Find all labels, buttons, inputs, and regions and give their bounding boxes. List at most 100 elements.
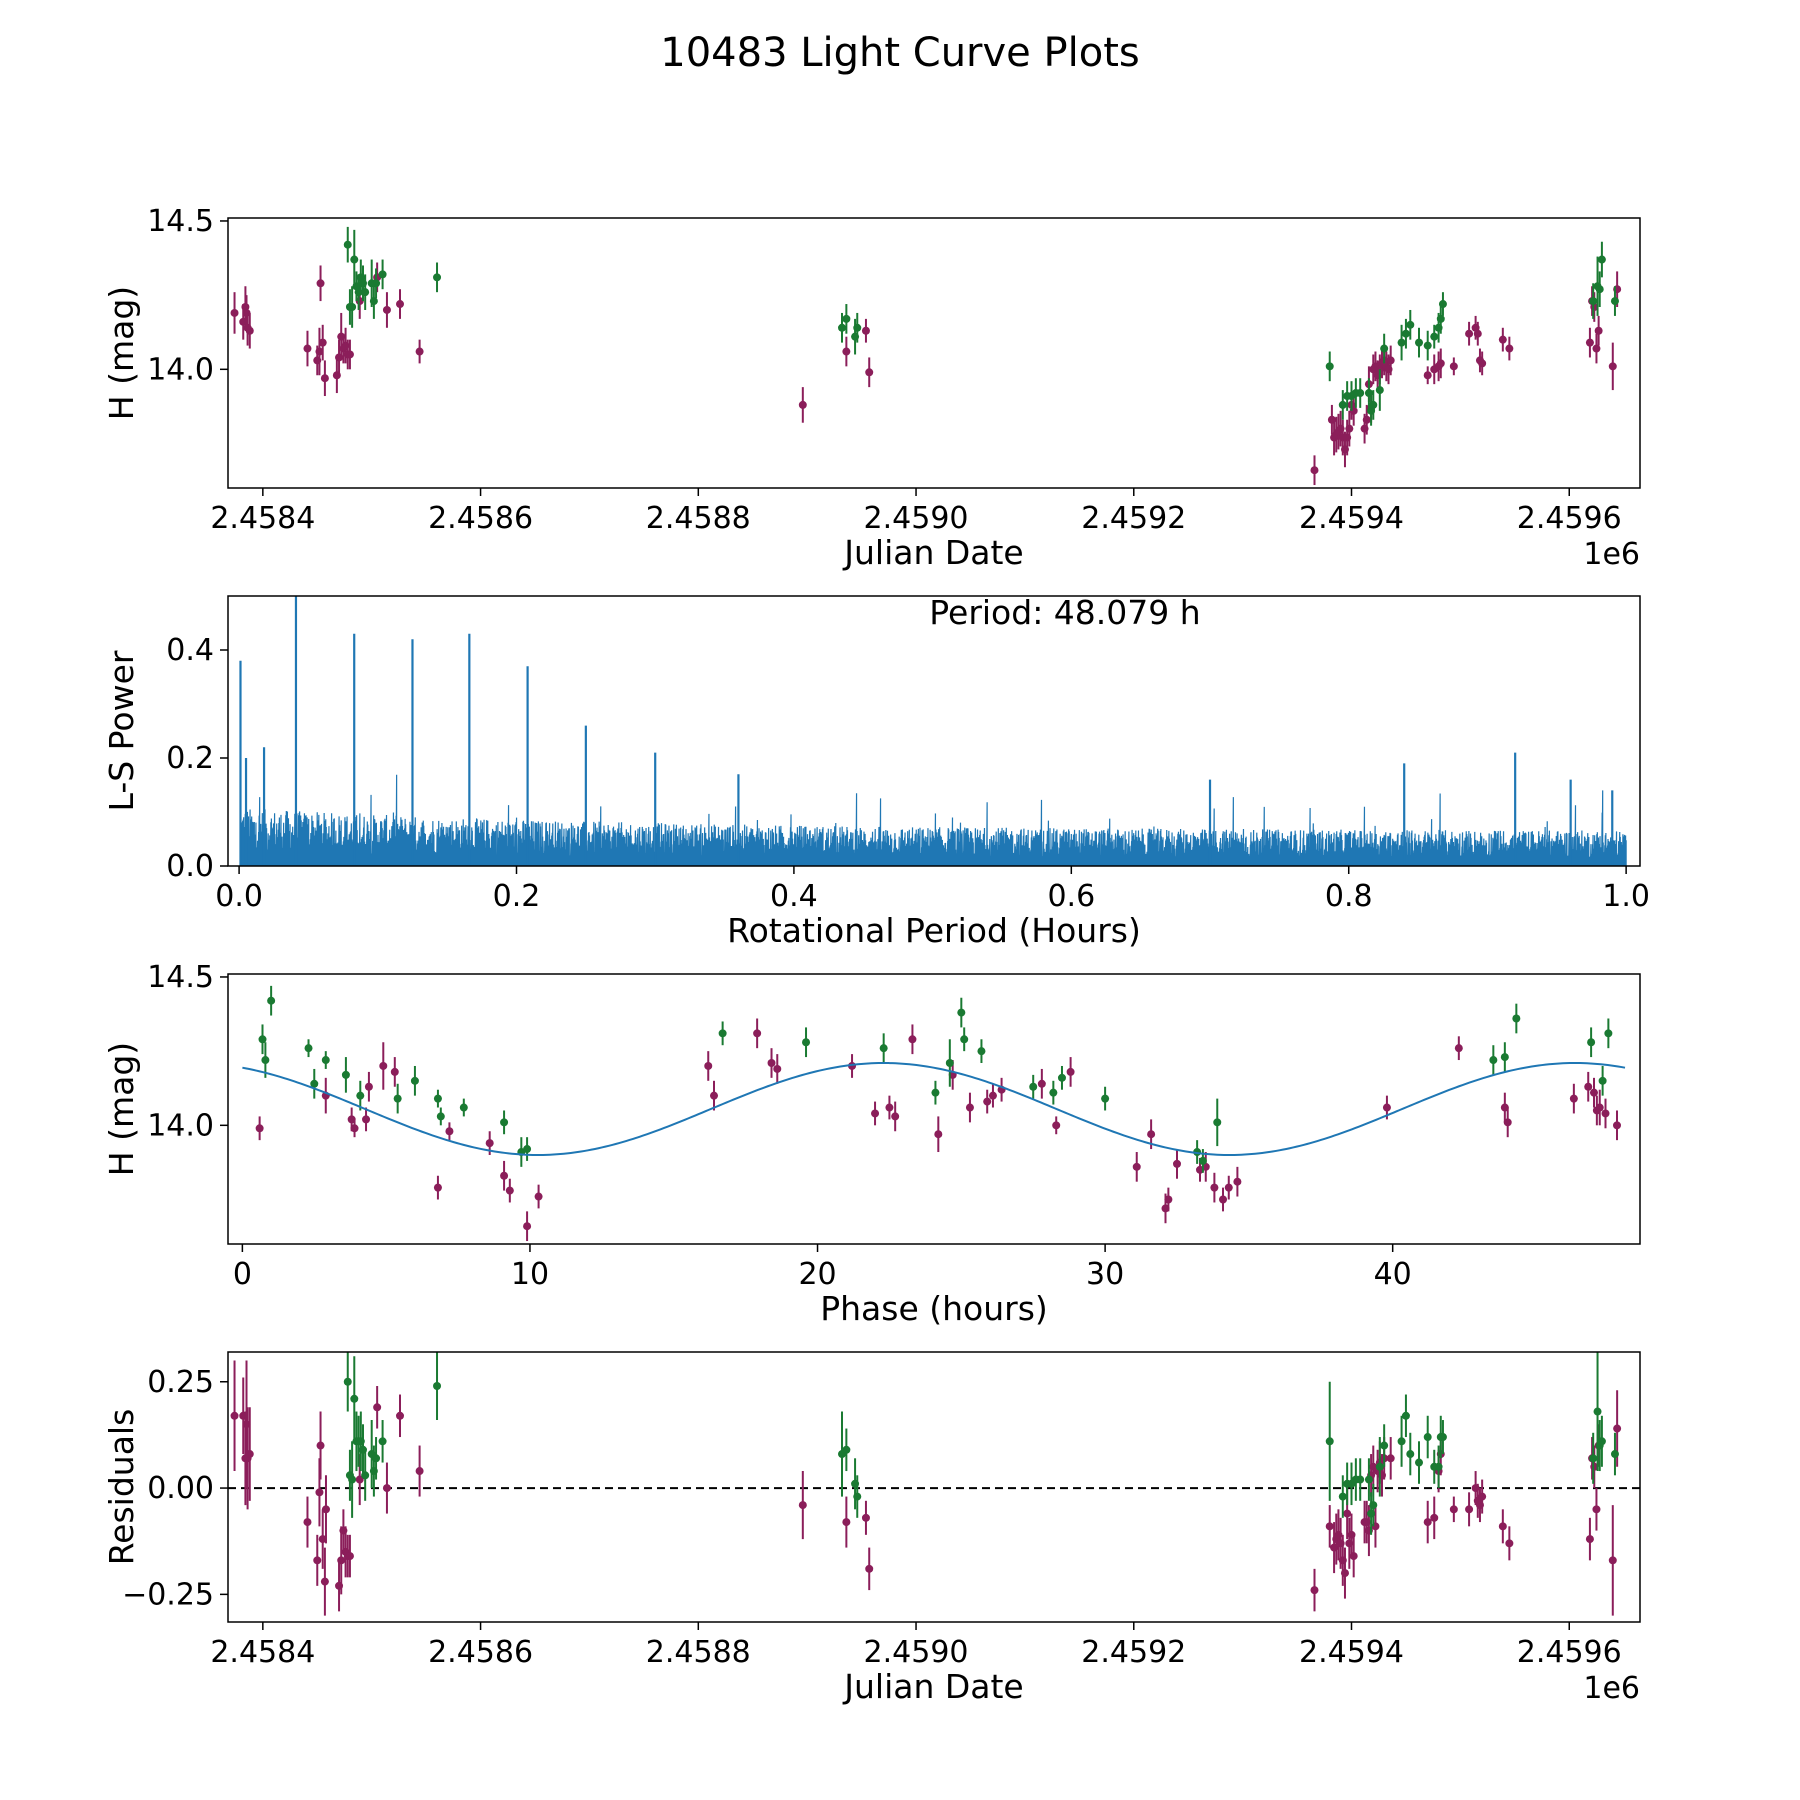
data-point [348, 303, 357, 312]
data-point [1503, 1118, 1512, 1127]
data-point [1584, 1082, 1593, 1091]
data-point [500, 1171, 509, 1180]
y-tick-label: 0.0 [166, 849, 214, 884]
data-point [1595, 1103, 1604, 1112]
x-tick-label: 2.4596 [1517, 1635, 1622, 1670]
data-point [842, 1445, 851, 1454]
data-point [267, 996, 276, 1005]
plot-frame [227, 1351, 1641, 1623]
x-tick-label: 2.4590 [864, 501, 969, 536]
data-point [390, 1067, 399, 1076]
data-point [965, 1103, 974, 1112]
data-point [1489, 1056, 1498, 1065]
data-point [1364, 1475, 1373, 1484]
plot-frame [227, 973, 1641, 1245]
data-point [372, 1454, 381, 1463]
data-point [341, 1070, 350, 1079]
x-tick-label: 10 [511, 1257, 549, 1292]
data-point [1349, 1552, 1358, 1561]
x-tick-label: 2.4588 [646, 501, 751, 536]
data-point [320, 374, 329, 383]
data-point [1198, 1156, 1207, 1165]
x-offset-label: 1e6 [1583, 1671, 1640, 1706]
data-point [255, 1124, 264, 1133]
data-point [931, 1088, 940, 1097]
data-point [1593, 1407, 1602, 1416]
data-point [316, 1441, 325, 1450]
series-filter-2 [343, 226, 1619, 426]
data-point [433, 1094, 442, 1103]
data-point [1438, 1433, 1447, 1442]
data-point [378, 1437, 387, 1446]
data-point [1434, 1462, 1443, 1471]
data-point [753, 1029, 762, 1038]
data-point [767, 1059, 776, 1068]
x-tick-label: 2.4592 [1081, 1635, 1186, 1670]
data-point [1592, 1505, 1601, 1514]
data-point [396, 300, 405, 309]
data-point [361, 288, 370, 297]
data-point [1449, 1505, 1458, 1514]
data-point [436, 1112, 445, 1121]
data-point [1406, 1450, 1415, 1459]
data-point [523, 1145, 532, 1154]
data-point [1415, 338, 1424, 347]
y-tick-label: 14.0 [147, 1108, 214, 1143]
data-point [315, 1488, 324, 1497]
data-point [1610, 1450, 1619, 1459]
data-layer [255, 985, 1621, 1242]
x-tick-label: 0.0 [215, 879, 263, 914]
plot-frame [227, 217, 1641, 489]
data-point [802, 1038, 811, 1047]
data-point [957, 1008, 966, 1017]
data-point [704, 1061, 713, 1070]
data-point [1608, 362, 1617, 371]
data-point [1612, 1121, 1621, 1130]
y-tick-label: −0.25 [122, 1577, 214, 1612]
data-point [1569, 1094, 1578, 1103]
data-point [853, 323, 862, 332]
data-point [1338, 1492, 1347, 1501]
data-point [1325, 1437, 1334, 1446]
data-point [396, 1411, 405, 1420]
x-tick-label: 20 [798, 1257, 836, 1292]
y-axis-label: L-S Power [102, 650, 141, 811]
y-tick-label: 0.4 [166, 633, 214, 668]
data-point [1375, 1462, 1384, 1471]
data-point [879, 1044, 888, 1053]
lightcurve-panel: 2.4584 2.4586 2.4588 2.4590 2.4592 2.4594 2.45… [102, 204, 1641, 572]
data-point [1369, 1501, 1378, 1510]
data-point [378, 270, 387, 279]
data-point [356, 1091, 365, 1100]
data-point [1465, 329, 1474, 338]
data-point [304, 1044, 313, 1053]
data-point [977, 1047, 986, 1056]
data-point [983, 1097, 992, 1106]
data-point [1101, 1094, 1110, 1103]
data-point [410, 1076, 419, 1085]
y-axis-label: H (mag) [102, 1042, 141, 1176]
data-point [861, 326, 870, 335]
data-point [230, 1411, 239, 1420]
data-point [1233, 1177, 1242, 1186]
data-point [382, 305, 391, 314]
data-point [362, 1115, 371, 1124]
data-point [1589, 1454, 1598, 1463]
y-tick-label: 14.0 [147, 352, 214, 387]
data-point [1423, 1433, 1432, 1442]
data-point [1601, 1109, 1610, 1118]
data-point [1219, 1195, 1228, 1204]
model-curve [242, 1062, 1626, 1156]
data-point [1164, 1195, 1173, 1204]
data-point [1386, 356, 1395, 365]
data-point [321, 1056, 330, 1065]
x-tick-label: 2.4592 [1081, 501, 1186, 536]
power-spectrum [239, 774, 1627, 866]
data-point [1132, 1162, 1141, 1171]
data-point [1362, 415, 1371, 424]
data-point [245, 1450, 254, 1459]
data-point [1592, 344, 1601, 353]
x-axis-label: Rotational Period (Hours) [727, 911, 1141, 950]
x-tick-label: 30 [1086, 1257, 1124, 1292]
